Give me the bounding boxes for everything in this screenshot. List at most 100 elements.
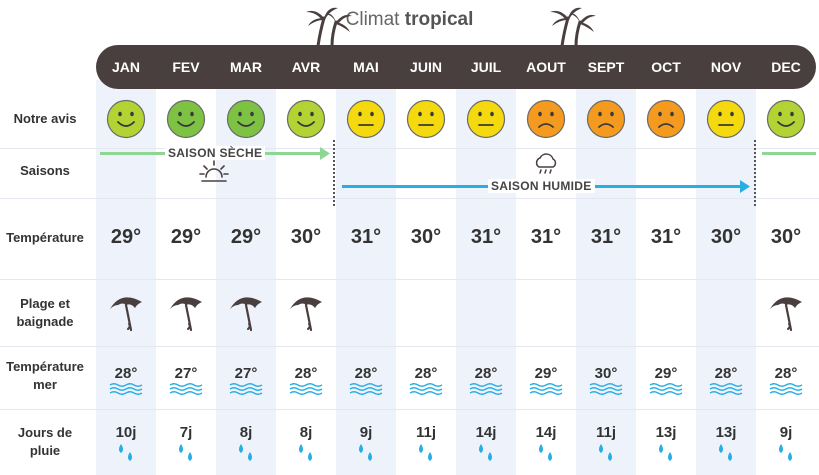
waves-icon	[169, 383, 203, 395]
beach-umbrella-icon	[276, 292, 336, 334]
rain-days-value: 9j	[779, 424, 793, 441]
rating-very-good-icon	[216, 99, 276, 141]
sea-temperature-cell: 28°	[456, 365, 516, 399]
rain-days-cell: 8j	[216, 424, 276, 470]
temperature-cell: 29°	[96, 226, 156, 252]
rain-days-value: 7j	[179, 424, 193, 441]
month-nov: NOV	[710, 59, 742, 75]
rating-bad-icon	[636, 99, 696, 141]
sea-temperature-cell: 28°	[696, 365, 756, 399]
title-strong: tropical	[404, 9, 474, 30]
temperature-value: 30°	[290, 226, 322, 248]
rain-days-cell: 14j	[456, 424, 516, 470]
waves-icon	[349, 383, 383, 395]
rain-days-cell: 10j	[96, 424, 156, 470]
temperature-cell: 29°	[216, 226, 276, 252]
page-title: Climat tropical	[0, 9, 819, 31]
rain-drops-icon	[119, 444, 132, 461]
season-divider	[333, 140, 335, 206]
temperature-value: 30°	[410, 226, 442, 248]
sea-temperature-cell: 29°	[636, 365, 696, 399]
sea-temperature-value: 28°	[474, 365, 498, 382]
wet-season-arrowhead	[740, 180, 750, 193]
sea-temperature-cell: 30°	[576, 365, 636, 399]
row-label-pluie: Jours de pluie	[0, 424, 90, 460]
rating-very-good-icon	[156, 99, 216, 141]
rating-neutral-icon	[396, 99, 456, 141]
sea-temperature-value: 28°	[774, 365, 798, 382]
sea-temperature-cell: 28°	[96, 365, 156, 399]
waves-icon	[469, 383, 503, 395]
temperature-value: 31°	[530, 226, 562, 248]
rating-good-icon	[96, 99, 156, 141]
wet-season-label: SAISON HUMIDE	[488, 179, 595, 193]
rain-drops-icon	[359, 444, 372, 461]
palm-tree-icon	[550, 7, 596, 48]
row-divider	[0, 409, 819, 410]
month-jan: JAN	[111, 59, 140, 75]
rating-neutral-icon	[696, 99, 756, 141]
sea-temperature-cell: 27°	[216, 365, 276, 399]
temperature-value: 31°	[350, 226, 382, 248]
sea-temperature-value: 28°	[294, 365, 318, 382]
title-prefix: Climat	[345, 9, 400, 30]
rain-drops-icon	[539, 444, 552, 461]
rain-drops-icon	[299, 444, 312, 461]
temperature-cell: 31°	[576, 226, 636, 252]
sea-temperature-value: 28°	[714, 365, 738, 382]
row-label-plage-line1: Plage et	[20, 296, 70, 311]
temperature-value: 30°	[710, 226, 742, 248]
palm-tree-icon	[306, 7, 352, 48]
temperature-value: 29°	[170, 226, 202, 248]
waves-icon	[709, 383, 743, 395]
temperature-cell: 31°	[456, 226, 516, 252]
rain-days-cell: 9j	[336, 424, 396, 470]
waves-icon	[109, 383, 143, 395]
waves-icon	[589, 383, 623, 395]
rain-days-value: 11j	[595, 424, 617, 441]
rain-drops-icon	[719, 444, 732, 461]
rain-drops-icon	[479, 444, 492, 461]
temperature-cell: 30°	[696, 226, 756, 252]
rain-days-cell: 13j	[696, 424, 756, 470]
rain-days-cell: 14j	[516, 424, 576, 470]
waves-icon	[229, 383, 263, 395]
rating-good-icon	[276, 99, 336, 141]
rain-days-value: 10j	[115, 424, 137, 441]
row-label-plage: Plage et baignade	[0, 295, 90, 331]
sea-temperature-value: 28°	[354, 365, 378, 382]
rain-days-cell: 11j	[576, 424, 636, 470]
row-divider	[0, 148, 819, 149]
row-label-mer: Température mer	[0, 358, 90, 394]
temperature-value: 29°	[110, 226, 142, 248]
sea-temperature-cell: 28°	[756, 365, 816, 399]
waves-icon	[409, 383, 443, 395]
month-mai: MAI	[353, 59, 379, 75]
sea-temperature-cell: 28°	[396, 365, 456, 399]
beach-umbrella-icon	[96, 292, 156, 334]
temperature-cell: 30°	[396, 226, 456, 252]
month-oct: OCT	[651, 59, 681, 75]
month-mar: MAR	[230, 59, 262, 75]
row-label-mer-line1: Température	[6, 359, 84, 374]
row-label-mer-line2: mer	[33, 377, 57, 392]
rating-neutral-icon	[336, 99, 396, 141]
sea-temperature-cell: 28°	[336, 365, 396, 399]
month-fev: FEV	[172, 59, 200, 75]
month-avr: AVR	[291, 59, 321, 75]
rain-drops-icon	[179, 444, 192, 461]
waves-icon	[289, 383, 323, 395]
month-sept: SEPT	[587, 59, 625, 75]
sea-temperature-value: 29°	[534, 365, 558, 382]
rating-bad-icon	[516, 99, 576, 141]
temperature-value: 29°	[230, 226, 262, 248]
row-label-saisons: Saisons	[20, 163, 70, 178]
rating-neutral-icon	[456, 99, 516, 141]
sea-temperature-cell: 27°	[156, 365, 216, 399]
temperature-cell: 31°	[516, 226, 576, 252]
month-aout: AOUT	[526, 59, 566, 75]
beach-umbrella-icon	[216, 292, 276, 334]
beach-umbrella-icon	[756, 292, 816, 334]
rain-days-cell: 11j	[396, 424, 456, 470]
sea-temperature-value: 27°	[234, 365, 258, 382]
